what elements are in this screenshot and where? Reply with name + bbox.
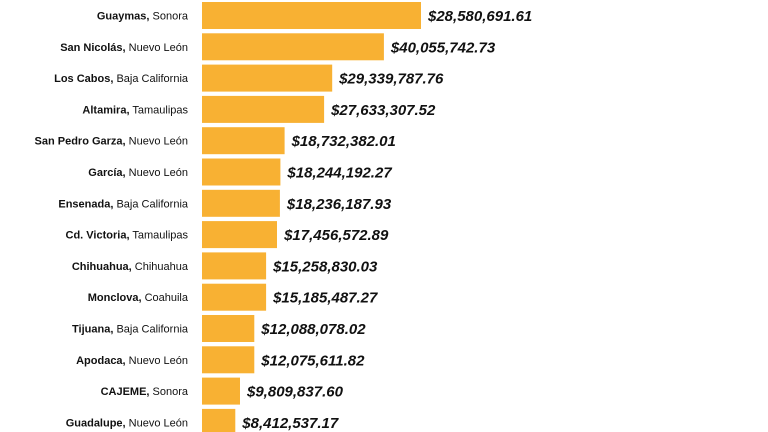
value-label-1: $28,580,691.61 xyxy=(427,8,532,25)
bar-5 xyxy=(202,127,285,155)
category-label-3: Los Cabos, Baja California xyxy=(54,73,189,85)
category-state: Chihuahua xyxy=(132,261,189,273)
category-label-14: Guadalupe, Nuevo León xyxy=(66,417,188,429)
category-state: Sonora xyxy=(149,386,188,398)
value-labels-layer: $28,580,691.61 $40,055,742.73 $29,339,787.… xyxy=(241,8,532,432)
bar-9 xyxy=(202,252,267,280)
category-state: Tamaulipas xyxy=(130,230,189,242)
value-label-11: $12,088,078.02 xyxy=(260,321,366,338)
category-city: Ensenada, xyxy=(58,198,113,210)
category-state: Nuevo León xyxy=(126,167,188,179)
category-city: García, xyxy=(88,167,125,179)
value-label-13: $9,809,837.60 xyxy=(246,384,344,401)
category-city: San Nicolás, xyxy=(60,42,125,54)
category-city: Los Cabos, xyxy=(54,73,113,85)
category-label-11: Tijuana, Baja California xyxy=(72,324,189,336)
bar-13 xyxy=(202,377,240,405)
category-city: Guadalupe, xyxy=(66,417,126,429)
category-city: San Pedro Garza, xyxy=(35,136,126,148)
category-label-10: Monclova, Coahuila xyxy=(88,292,189,304)
bar-7 xyxy=(202,189,280,217)
category-label-8: Cd. Victoria, Tamaulipas xyxy=(66,230,189,242)
category-state: Nuevo León xyxy=(126,417,188,429)
category-city: Chihuahua, xyxy=(72,261,132,273)
value-label-10: $15,185,487.27 xyxy=(272,290,378,307)
bar-12 xyxy=(202,346,255,374)
category-city: CAJEME, xyxy=(101,386,150,398)
bar-4 xyxy=(202,95,325,123)
category-state: Baja California xyxy=(113,198,188,210)
bar-14 xyxy=(202,408,236,432)
category-label-13: CAJEME, Sonora xyxy=(101,386,189,398)
value-label-5: $18,732,382.01 xyxy=(291,133,396,150)
category-label-2: San Nicolás, Nuevo León xyxy=(60,42,188,54)
category-city: Altamira, xyxy=(82,104,129,116)
bar-6 xyxy=(202,158,281,186)
value-label-8: $17,456,572.89 xyxy=(283,227,389,244)
category-city: Apodaca, xyxy=(76,355,126,367)
value-label-14: $8,412,537.17 xyxy=(241,415,339,432)
value-label-4: $27,633,307.52 xyxy=(330,102,436,119)
category-city: Tijuana, xyxy=(72,324,113,336)
bar-3 xyxy=(202,64,333,92)
bars-layer xyxy=(202,2,421,432)
category-state: Nuevo León xyxy=(126,42,188,54)
category-state: Coahuila xyxy=(142,292,189,304)
category-label-7: Ensenada, Baja California xyxy=(58,198,189,210)
category-label-12: Apodaca, Nuevo León xyxy=(76,355,188,367)
category-state: Nuevo León xyxy=(126,136,188,148)
category-city: Cd. Victoria, xyxy=(66,230,130,242)
category-label-4: Altamira, Tamaulipas xyxy=(82,104,188,116)
category-label-6: García, Nuevo León xyxy=(88,167,188,179)
category-city: Guaymas, xyxy=(97,11,150,23)
category-label-1: Guaymas, Sonora xyxy=(97,11,189,23)
value-label-9: $15,258,830.03 xyxy=(272,258,378,275)
bar-8 xyxy=(202,221,277,249)
value-label-3: $29,339,787.76 xyxy=(338,71,444,88)
category-state: Nuevo León xyxy=(126,355,188,367)
category-state: Baja California xyxy=(113,324,188,336)
category-state: Baja California xyxy=(113,73,188,85)
category-city: Monclova, xyxy=(88,292,142,304)
value-label-2: $40,055,742.73 xyxy=(390,39,496,56)
category-label-5: San Pedro Garza, Nuevo León xyxy=(35,136,188,148)
bar-2 xyxy=(202,33,384,61)
value-label-12: $12,075,611.82 xyxy=(260,352,365,369)
bar-10 xyxy=(202,283,267,311)
category-label-9: Chihuahua, Chihuahua xyxy=(72,261,189,273)
bar-11 xyxy=(202,315,255,342)
value-label-6: $18,244,192.27 xyxy=(286,165,392,182)
value-label-7: $18,236,187.93 xyxy=(286,196,392,213)
category-state: Sonora xyxy=(149,11,188,23)
category-state: Tamaulipas xyxy=(130,104,189,116)
bar-1 xyxy=(202,2,421,29)
category-labels-layer: Guaymas, Sonora San Nicolás, Nuevo León Lo… xyxy=(35,11,189,430)
